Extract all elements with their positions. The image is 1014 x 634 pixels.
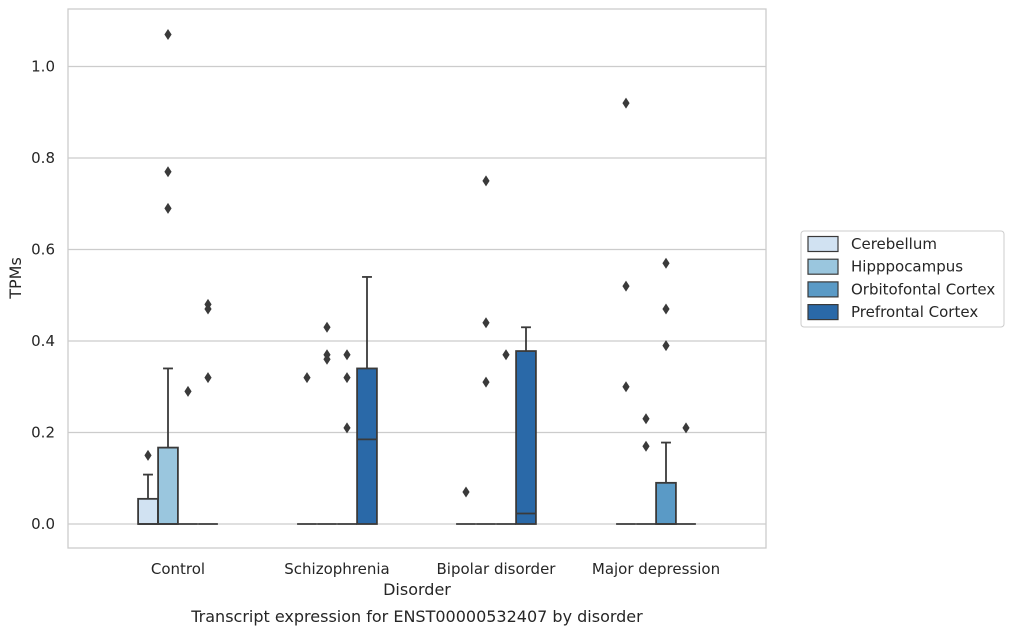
outlier-point: [682, 422, 690, 434]
x-tick-label: Bipolar disorder: [437, 560, 557, 578]
outlier-point: [662, 340, 670, 352]
outlier-point: [642, 440, 650, 452]
legend-swatch: [807, 304, 839, 321]
x-tick-labels: Control Schizophrenia Bipolar disorder Majo…: [151, 560, 720, 578]
legend-label: Prefrontal Cortex: [851, 303, 978, 321]
legend-label: Hipppocampus: [851, 258, 963, 276]
outlier-point: [204, 372, 212, 384]
outlier-point: [303, 372, 311, 384]
legend-swatch: [807, 281, 839, 298]
legend: Cerebellum Hipppocampus Orbitofontal Corte…: [800, 230, 1005, 328]
outlier-point: [164, 202, 172, 214]
outlier-point: [642, 413, 650, 425]
box: [515, 350, 537, 525]
outlier-point: [343, 349, 351, 361]
outlier-point: [164, 166, 172, 178]
outlier-point: [323, 321, 331, 333]
legend-label: Cerebellum: [851, 235, 937, 253]
legend-swatch: [807, 235, 839, 253]
outlier-point: [144, 449, 152, 461]
outlier-point: [482, 376, 490, 388]
plot-frame: [67, 8, 767, 549]
x-tick-label: Major depression: [592, 560, 720, 578]
series-prefrontal-cortex: [198, 276, 696, 525]
series-orbitofontal-cortex: [178, 257, 677, 525]
y-tick-labels: 0.0 0.2 0.4 0.6 0.8 1.0: [31, 58, 55, 534]
y-tick-label: 0.8: [31, 149, 55, 167]
outlier-point: [662, 257, 670, 269]
series-hipppocampus: [157, 28, 656, 525]
plot-marks: [137, 28, 696, 525]
x-tick-label: Schizophrenia: [284, 560, 389, 578]
legend-swatch: [807, 258, 839, 275]
chart-caption: Transcript expression for ENST0000053240…: [190, 607, 643, 626]
y-tick-label: 0.2: [31, 424, 55, 442]
outlier-point: [204, 303, 212, 315]
box: [655, 481, 677, 525]
box: [137, 497, 159, 525]
y-tick-label: 0.6: [31, 241, 55, 259]
y-tick-label: 0.0: [31, 515, 55, 533]
series-cerebellum: [137, 97, 636, 525]
outlier-point: [622, 381, 630, 393]
y-axis-label: TPMs: [6, 257, 25, 300]
legend-frame: [800, 230, 1005, 328]
outlier-point: [622, 97, 630, 109]
box: [157, 446, 179, 525]
outlier-point: [622, 280, 630, 292]
outlier-point: [343, 422, 351, 434]
outlier-point: [462, 486, 470, 498]
y-tick-label: 1.0: [31, 58, 55, 76]
x-tick-label: Control: [151, 560, 205, 578]
outlier-point: [482, 175, 490, 187]
outlier-point: [164, 28, 172, 40]
outlier-point: [662, 303, 670, 315]
outlier-point: [343, 372, 351, 384]
x-axis-label: Disorder: [383, 580, 451, 599]
outlier-point: [323, 353, 331, 365]
legend-label: Orbitofontal Cortex: [851, 280, 995, 298]
outlier-point: [184, 385, 192, 397]
outlier-point: [502, 349, 510, 361]
outlier-point: [482, 317, 490, 329]
box: [356, 367, 378, 525]
y-tick-label: 0.4: [31, 332, 55, 350]
